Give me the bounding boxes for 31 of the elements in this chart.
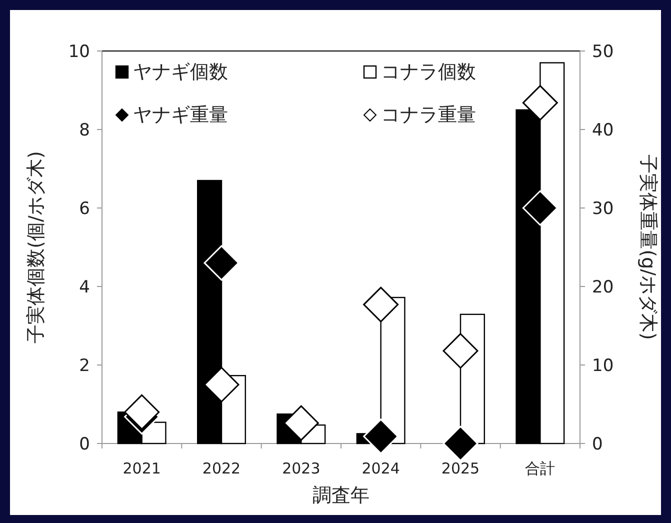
y2-tick-label: 30 (592, 199, 614, 219)
x-tick-label: 合計 (525, 460, 556, 478)
point (204, 245, 240, 281)
y-tick-label: 0 (79, 434, 90, 454)
y-tick-label: 4 (79, 278, 90, 298)
y-tick-label: 2 (79, 356, 90, 376)
x-tick-label: 2022 (202, 460, 241, 478)
y2-tick-label: 10 (592, 356, 614, 376)
point (283, 405, 319, 441)
y-tick-label: 10 (68, 42, 90, 62)
legend-label: ヤナギ個数 (133, 61, 228, 83)
y2-tick-label: 50 (592, 42, 614, 62)
x-tick-label: 2021 (122, 460, 161, 478)
point (442, 426, 478, 462)
legend-label: コナラ個数 (381, 61, 476, 83)
y-axis-title: 子実体個数(個/ホダ木) (25, 151, 47, 344)
point (124, 394, 160, 430)
y-tick-label: 6 (79, 199, 90, 219)
y2-tick-label: 0 (592, 434, 603, 454)
x-tick-label: 2025 (441, 460, 480, 478)
x-tick-label: 2023 (282, 460, 320, 478)
x-axis-title: 調査年 (312, 484, 370, 506)
y2-axis-title: 子実体重量(g/ホダ木) (637, 154, 659, 340)
point (204, 366, 240, 402)
y2-tick-label: 40 (592, 120, 614, 140)
y-tick-label: 8 (79, 120, 90, 140)
legend-label: ヤナギ重量 (133, 104, 228, 126)
y2-tick-label: 20 (592, 278, 614, 298)
x-tick-label: 2024 (362, 460, 400, 478)
point (522, 190, 558, 226)
legend-label: コナラ重量 (381, 104, 476, 126)
